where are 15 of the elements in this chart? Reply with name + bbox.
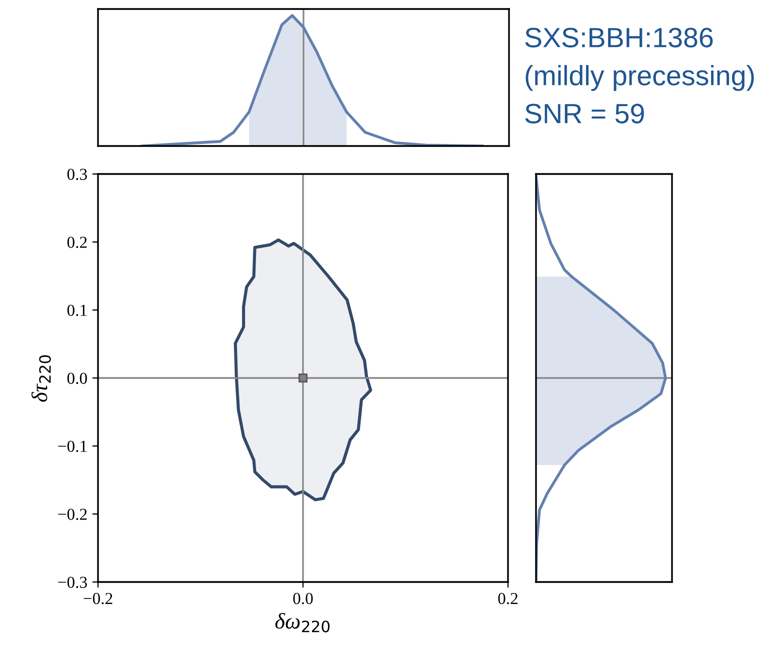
y-tick-label: 0.3: [67, 168, 87, 180]
x-tick-label: 0.2: [498, 592, 518, 604]
x-tick-label: 0.0: [293, 592, 313, 604]
text: SXS:BBH:1386: [525, 28, 713, 48]
y-tick-label: −0.3: [58, 576, 87, 588]
y-tick-label: 0.2: [67, 236, 87, 248]
x-tick-label: −0.2: [84, 592, 112, 604]
y-tick-label: −0.2: [58, 508, 87, 520]
y-tick-label: −0.1: [58, 440, 87, 452]
text: (mildly precessing): [526, 65, 754, 91]
y-tick-label: 0.0: [67, 372, 87, 384]
text: SNR = 59: [525, 104, 644, 124]
y-axis-title: δτ$_{220}$: [32, 355, 51, 402]
x-axis-title: δω$_{220}$: [275, 612, 330, 632]
y-tick-label: 0.1: [67, 304, 87, 316]
